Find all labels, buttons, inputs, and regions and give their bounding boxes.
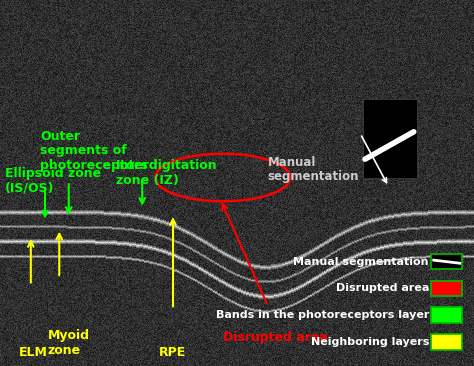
Text: Manual
segmentation: Manual segmentation <box>268 156 359 183</box>
Text: Outer
segments of
photoreceptors: Outer segments of photoreceptors <box>40 130 148 172</box>
Text: Interdigitation
zone (IZ): Interdigitation zone (IZ) <box>116 159 218 187</box>
Text: Bands in the photoreceptors layer: Bands in the photoreceptors layer <box>216 310 429 320</box>
Text: ELM: ELM <box>19 346 48 359</box>
Text: Ellipsoid zone
(IS/OS): Ellipsoid zone (IS/OS) <box>5 167 101 194</box>
FancyBboxPatch shape <box>431 307 462 323</box>
FancyBboxPatch shape <box>363 99 417 178</box>
FancyBboxPatch shape <box>431 254 462 269</box>
Text: Disrupted area: Disrupted area <box>223 331 328 344</box>
Text: Myoid
zone: Myoid zone <box>47 329 90 357</box>
FancyBboxPatch shape <box>431 334 462 350</box>
Text: Disrupted area: Disrupted area <box>336 283 429 294</box>
Text: Manual segmentation: Manual segmentation <box>293 257 429 267</box>
Text: Neighboring layers: Neighboring layers <box>310 337 429 347</box>
FancyBboxPatch shape <box>431 281 462 296</box>
Text: RPE: RPE <box>159 346 186 359</box>
